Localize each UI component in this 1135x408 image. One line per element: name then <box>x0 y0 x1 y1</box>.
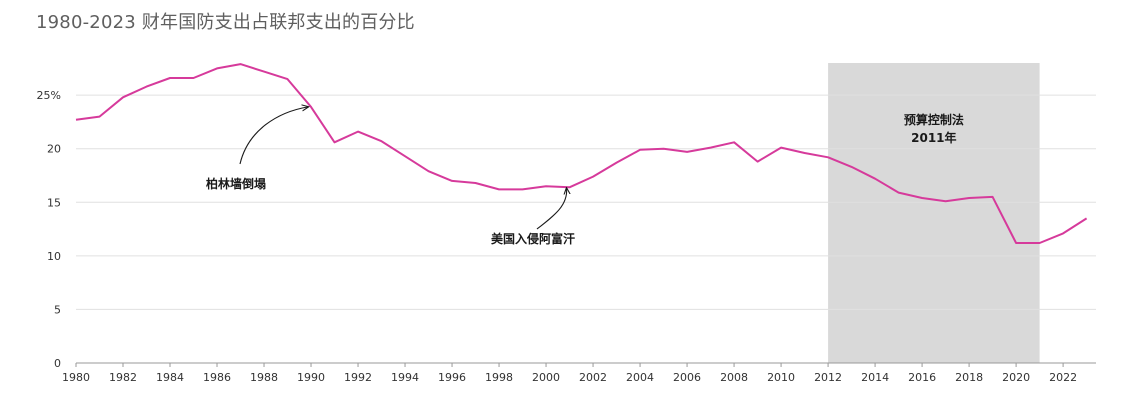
data-point <box>709 146 712 149</box>
x-tick-label: 1988 <box>250 371 278 384</box>
x-tick-label: 2000 <box>532 371 560 384</box>
x-tick-label: 1990 <box>297 371 325 384</box>
data-point <box>75 118 78 121</box>
data-point <box>498 188 501 191</box>
data-point <box>568 186 571 189</box>
y-tick-label: 25% <box>37 89 61 102</box>
data-point <box>404 155 407 158</box>
x-tick-label: 1982 <box>109 371 137 384</box>
data-point <box>239 63 242 66</box>
y-tick-label: 5 <box>54 303 61 316</box>
x-tick-label: 2008 <box>720 371 748 384</box>
data-point <box>944 200 947 203</box>
shaded-region-label-line: 预算控制法 <box>904 112 964 127</box>
data-point <box>686 150 689 153</box>
annotation-label: 柏林墙倒塌 <box>206 176 266 191</box>
data-point <box>756 160 759 163</box>
data-point <box>615 161 618 164</box>
data-point <box>169 77 172 80</box>
data-point <box>1085 217 1088 220</box>
x-tick-label: 1986 <box>203 371 231 384</box>
x-tick-label: 1992 <box>344 371 372 384</box>
data-point <box>968 197 971 200</box>
y-tick-label: 20 <box>47 143 61 156</box>
budget-control-act-region <box>828 63 1040 363</box>
y-tick-label: 0 <box>54 357 61 370</box>
annotation-label: 美国入侵阿富汗 <box>491 231 575 246</box>
chart-title: 1980-2023 财年国防支出占联邦支出的百分比 <box>36 12 415 33</box>
x-tick-label: 1980 <box>62 371 90 384</box>
data-point <box>1015 242 1018 245</box>
data-point <box>427 170 430 173</box>
data-point <box>991 195 994 198</box>
data-point <box>1062 232 1065 235</box>
data-point <box>474 182 477 185</box>
data-point <box>98 115 101 118</box>
data-point <box>639 148 642 151</box>
data-point <box>357 130 360 133</box>
x-tick-label: 2018 <box>955 371 983 384</box>
data-point <box>850 165 853 168</box>
data-point <box>216 67 219 70</box>
series-layer <box>75 63 1088 245</box>
data-point <box>451 179 454 182</box>
x-tick-label: 1994 <box>391 371 419 384</box>
x-tick-label: 2022 <box>1049 371 1077 384</box>
data-point <box>803 152 806 155</box>
y-tick-label: 15 <box>47 196 61 209</box>
data-point <box>545 185 548 188</box>
data-point <box>333 141 336 144</box>
x-tick-label: 2010 <box>767 371 795 384</box>
data-point <box>286 78 289 81</box>
annotation-arrow <box>536 188 567 230</box>
data-point <box>145 85 148 88</box>
x-tick-label: 1998 <box>485 371 513 384</box>
x-tick-label: 2014 <box>861 371 889 384</box>
shaded-region-layer: 预算控制法 2011年 <box>828 63 1040 363</box>
x-tick-label: 2020 <box>1002 371 1030 384</box>
annotation-arrow <box>239 107 308 165</box>
data-point <box>662 147 665 150</box>
data-point <box>380 140 383 143</box>
series-line <box>75 63 1088 244</box>
shaded-region-label-line: 2011年 <box>911 130 956 145</box>
data-point <box>921 197 924 200</box>
y-tick-label: 10 <box>47 250 61 263</box>
data-point <box>192 77 195 80</box>
x-tick-label: 2012 <box>814 371 842 384</box>
x-tick-label: 2002 <box>579 371 607 384</box>
data-point <box>897 191 900 194</box>
data-point <box>592 175 595 178</box>
data-point <box>827 156 830 159</box>
data-point <box>874 177 877 180</box>
axis-layer: 0 5 10 15 20 25% 1980 1982 1984 1986 1988 1990 1992 1… <box>37 89 1078 384</box>
data-point <box>733 141 736 144</box>
data-point <box>310 105 313 108</box>
x-tick-label: 2016 <box>908 371 936 384</box>
x-tick-label: 1984 <box>156 371 184 384</box>
x-tick-label: 2004 <box>626 371 654 384</box>
data-point <box>780 146 783 149</box>
data-point <box>1038 242 1041 245</box>
x-tick-label: 2006 <box>673 371 701 384</box>
data-point <box>122 96 125 99</box>
data-point <box>521 188 524 191</box>
grid-layer <box>76 94 1096 364</box>
x-tick-label: 1996 <box>438 371 466 384</box>
data-point <box>263 70 266 73</box>
